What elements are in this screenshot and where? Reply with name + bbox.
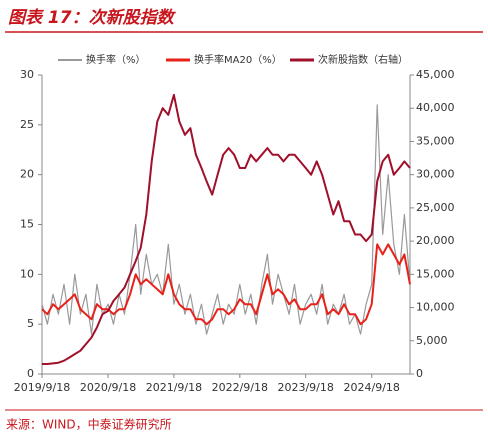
y2-tick-label: 15,000 xyxy=(416,267,455,280)
y2-tick-label: 40,000 xyxy=(416,101,455,114)
x-tick-label: 2020/9/18 xyxy=(80,381,136,394)
source-note: 来源：WIND，中泰证券研究所 xyxy=(6,417,172,432)
y-tick-label: 30 xyxy=(20,68,34,81)
y-tick-label: 15 xyxy=(20,218,34,231)
y2-tick-label: 20,000 xyxy=(416,234,455,247)
x-tick-label: 2023/9/18 xyxy=(277,381,333,394)
y-tick-label: 5 xyxy=(27,317,34,330)
y2-tick-label: 10,000 xyxy=(416,301,455,314)
x-tick-label: 2019/9/18 xyxy=(14,381,70,394)
series-line xyxy=(42,93,411,365)
y-tick-label: 0 xyxy=(27,367,34,380)
y2-tick-label: 30,000 xyxy=(416,168,455,181)
series-line xyxy=(41,243,411,326)
y2-tick-label: 25,000 xyxy=(416,201,455,214)
x-tick-label: 2021/9/18 xyxy=(146,381,202,394)
legend-label: 换手率MA20（%） xyxy=(194,53,282,66)
legend-label: 次新股指数（右轴） xyxy=(318,53,408,66)
x-tick-label: 2024/9/18 xyxy=(344,381,400,394)
y-tick-label: 25 xyxy=(20,118,34,131)
y-tick-label: 20 xyxy=(20,168,34,181)
series-line xyxy=(41,104,411,335)
y2-tick-label: 0 xyxy=(416,367,423,380)
chart-title: 图表 17：次新股指数 xyxy=(8,8,177,28)
y-tick-label: 10 xyxy=(20,267,34,280)
y2-tick-label: 45,000 xyxy=(416,68,455,81)
y2-tick-label: 5,000 xyxy=(416,334,448,347)
legend-label: 换手率（%） xyxy=(86,53,146,66)
x-tick-label: 2022/9/18 xyxy=(212,381,268,394)
y2-tick-label: 35,000 xyxy=(416,134,455,147)
